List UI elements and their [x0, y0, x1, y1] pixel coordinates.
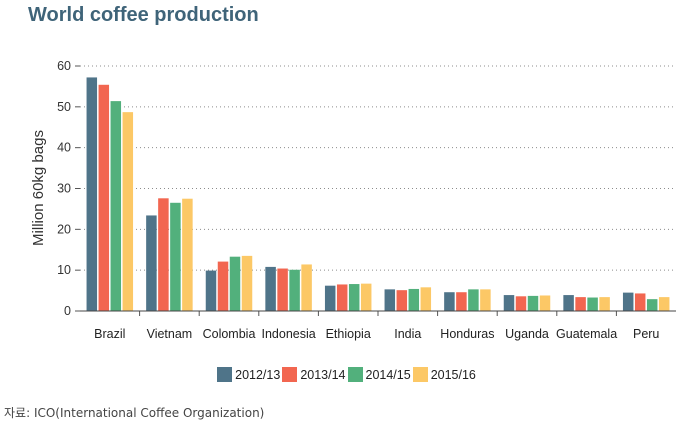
legend-swatch [412, 367, 428, 382]
bar-brazil-2014-15 [110, 101, 122, 311]
legend-item: 2013/14 [282, 367, 346, 382]
bar-colombia-2015-16 [241, 255, 253, 311]
x-tick-label: Vietnam [147, 327, 193, 341]
legend-swatch [282, 367, 298, 382]
bar-colombia-2014-15 [229, 256, 241, 311]
legend-item: 2014/15 [347, 367, 411, 382]
bar-guatemala-2012-13 [563, 295, 574, 311]
y-tick-label: 60 [57, 59, 71, 73]
bar-peru-2014-15 [646, 299, 658, 311]
y-tick-label: 0 [64, 304, 71, 318]
bar-colombia-2013-14 [217, 261, 229, 311]
bar-honduras-2015-16 [480, 289, 491, 311]
y-axis-ticks: 0 10 20 30 40 50 60 [57, 59, 80, 318]
y-tick-label: 50 [57, 100, 71, 114]
legend-swatch [347, 367, 363, 382]
x-tick-label: Indonesia [261, 327, 315, 341]
bar-indonesia-2012-13 [265, 266, 276, 311]
bar-india-2012-13 [384, 289, 396, 311]
bar-vietnam-2015-16 [182, 198, 193, 311]
chart-title: World coffee production [28, 4, 259, 26]
bar-uganda-2012-13 [503, 295, 515, 311]
bar-vietnam-2014-15 [170, 202, 181, 311]
bar-guatemala-2014-15 [587, 297, 598, 311]
bar-ethiopia-2014-15 [348, 284, 360, 311]
legend-label: 2014/15 [365, 367, 411, 382]
bar-chart: 0 10 20 30 40 50 60 Brazil Vietnam Colombia Indon… [30, 59, 676, 341]
legend-item: 2015/16 [412, 367, 476, 382]
bar-india-2013-14 [396, 290, 408, 311]
bar-indonesia-2015-16 [301, 264, 312, 311]
legend-item: 2012/13 [217, 367, 280, 382]
x-tick-label: India [394, 327, 421, 341]
bar-peru-2012-13 [622, 292, 634, 311]
legend: 2012/13 2013/14 2014/15 2015/16 [0, 367, 691, 382]
source-note: 자료: ICO(International Coffee Organizatio… [4, 406, 265, 420]
bar-honduras-2013-14 [456, 292, 467, 311]
x-tick-label: Colombia [203, 327, 256, 341]
bar-honduras-2012-13 [444, 292, 455, 311]
bar-honduras-2014-15 [468, 289, 479, 311]
legend-label: 2012/13 [235, 367, 281, 382]
y-tick-label: 20 [57, 222, 71, 236]
legend-label: 2015/16 [430, 367, 476, 382]
y-tick-label: 40 [57, 141, 71, 155]
y-axis-title: Million 60kg bags [30, 130, 47, 246]
bar-uganda-2013-14 [515, 296, 527, 311]
y-tick-label: 30 [57, 182, 71, 196]
y-tick-label: 10 [57, 263, 71, 277]
bar-guatemala-2013-14 [575, 297, 586, 311]
bar-peru-2013-14 [634, 293, 646, 311]
legend-label: 2013/14 [300, 367, 346, 382]
bar-indonesia-2014-15 [289, 269, 300, 311]
x-tick-label: Guatemala [556, 327, 617, 341]
bar-vietnam-2013-14 [158, 198, 169, 311]
bar-indonesia-2013-14 [277, 268, 288, 311]
bar-uganda-2014-15 [527, 295, 539, 311]
bar-colombia-2012-13 [205, 270, 217, 311]
x-tick-label: Ethiopia [326, 327, 371, 341]
x-axis: Brazil Vietnam Colombia Indonesia Ethiopia In… [80, 310, 676, 341]
bar-ethiopia-2013-14 [336, 284, 348, 311]
bar-brazil-2012-13 [86, 77, 98, 311]
bar-brazil-2013-14 [98, 84, 110, 312]
bar-ethiopia-2015-16 [360, 283, 372, 311]
gridlines [80, 65, 676, 271]
x-tick-label: Honduras [440, 327, 494, 341]
bar-peru-2015-16 [658, 297, 670, 311]
x-tick-label: Peru [633, 327, 659, 341]
bar-brazil-2015-16 [122, 112, 134, 312]
legend-swatch [217, 367, 233, 382]
bar-uganda-2015-16 [539, 295, 551, 311]
x-tick-label: Brazil [94, 327, 125, 341]
bar-guatemala-2015-16 [599, 297, 610, 311]
x-tick-label: Uganda [505, 327, 549, 341]
bars [86, 77, 670, 312]
bar-india-2015-16 [420, 287, 432, 311]
bar-vietnam-2012-13 [146, 215, 157, 311]
bar-india-2014-15 [408, 288, 420, 311]
bar-ethiopia-2012-13 [324, 285, 336, 311]
